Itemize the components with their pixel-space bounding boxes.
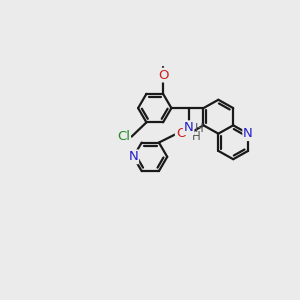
- Text: O: O: [158, 69, 168, 82]
- Text: N: N: [128, 150, 138, 163]
- Text: H: H: [192, 130, 201, 142]
- Text: O: O: [176, 127, 186, 140]
- Text: N: N: [184, 121, 194, 134]
- Text: N: N: [243, 127, 253, 140]
- Text: Cl: Cl: [117, 130, 130, 143]
- Text: H: H: [195, 122, 204, 135]
